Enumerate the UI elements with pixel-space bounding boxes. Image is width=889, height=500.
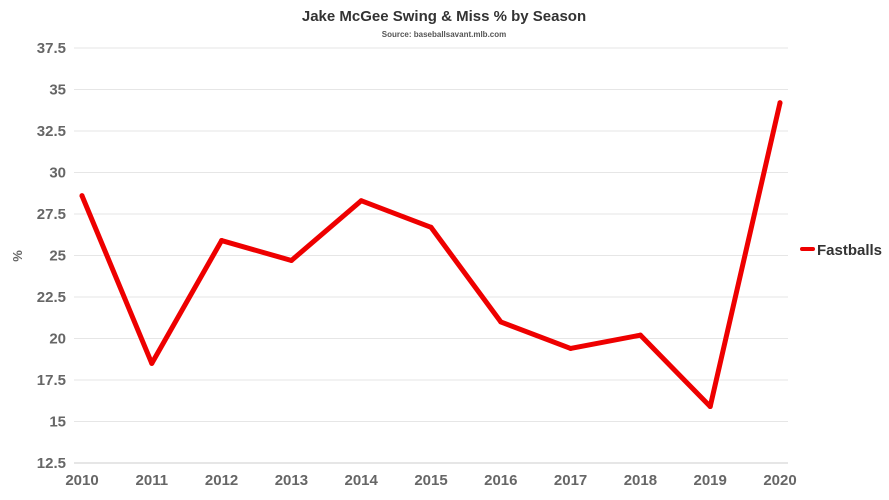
- y-tick-label: 27.5: [37, 206, 66, 223]
- data-point[interactable]: [149, 360, 155, 366]
- x-tick-label: 2018: [624, 472, 657, 489]
- data-point[interactable]: [428, 224, 434, 230]
- x-tick-label: 2015: [414, 472, 447, 489]
- x-tick-label: 2019: [694, 472, 727, 489]
- data-point[interactable]: [219, 238, 225, 244]
- data-point[interactable]: [288, 257, 294, 263]
- y-tick-label: 37.5: [37, 40, 66, 57]
- y-axis-label: %: [10, 250, 25, 262]
- y-tick-label: 15: [49, 414, 66, 431]
- x-tick-labels: 2010 2011 2012 2013 2014 2015 2016 2017 2018 2019…: [65, 472, 796, 489]
- x-tick-label: 2012: [205, 472, 238, 489]
- y-tick-label: 17.5: [37, 372, 66, 389]
- data-point[interactable]: [637, 332, 643, 338]
- x-tick-label: 2010: [65, 472, 98, 489]
- y-tick-label: 32.5: [37, 123, 66, 140]
- y-tick-label: 35: [49, 82, 66, 99]
- y-tick-label: 12.5: [37, 455, 66, 472]
- y-tick-label: 20: [49, 331, 66, 348]
- legend-label-fastballs[interactable]: Fastballs: [817, 242, 882, 259]
- data-point[interactable]: [498, 319, 504, 325]
- y-tick-label: 25: [49, 248, 66, 265]
- legend[interactable]: Fastballs: [800, 242, 882, 259]
- y-tick-labels: 12.5 15 17.5 20 22.5 25 27.5 30 32.5 35 37.5: [37, 40, 66, 472]
- data-point[interactable]: [568, 345, 574, 351]
- series-lines: [79, 100, 783, 410]
- data-point[interactable]: [358, 198, 364, 204]
- x-tick-label: 2014: [345, 472, 379, 489]
- data-point[interactable]: [777, 100, 783, 106]
- data-point[interactable]: [79, 193, 85, 199]
- y-tick-label: 22.5: [37, 289, 66, 306]
- chart-subtitle: Source: baseballsavant.mlb.com: [382, 30, 507, 39]
- x-tick-label: 2017: [554, 472, 587, 489]
- data-point[interactable]: [707, 404, 713, 410]
- x-tick-label: 2013: [275, 472, 308, 489]
- y-tick-label: 30: [49, 165, 66, 182]
- x-tick-label: 2011: [136, 472, 169, 489]
- chart-title: Jake McGee Swing & Miss % by Season: [302, 8, 586, 25]
- x-tick-label: 2016: [484, 472, 517, 489]
- x-tick-label: 2020: [763, 472, 796, 489]
- gridlines: [74, 47, 788, 464]
- series-line-fastballs[interactable]: [79, 100, 783, 410]
